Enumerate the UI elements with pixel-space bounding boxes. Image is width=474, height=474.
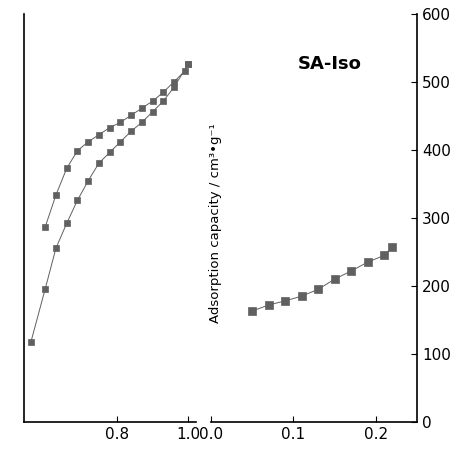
Text: Adsorption capacity / cm³•g⁻¹: Adsorption capacity / cm³•g⁻¹ xyxy=(209,123,222,323)
Text: SA-Iso: SA-Iso xyxy=(298,55,361,73)
